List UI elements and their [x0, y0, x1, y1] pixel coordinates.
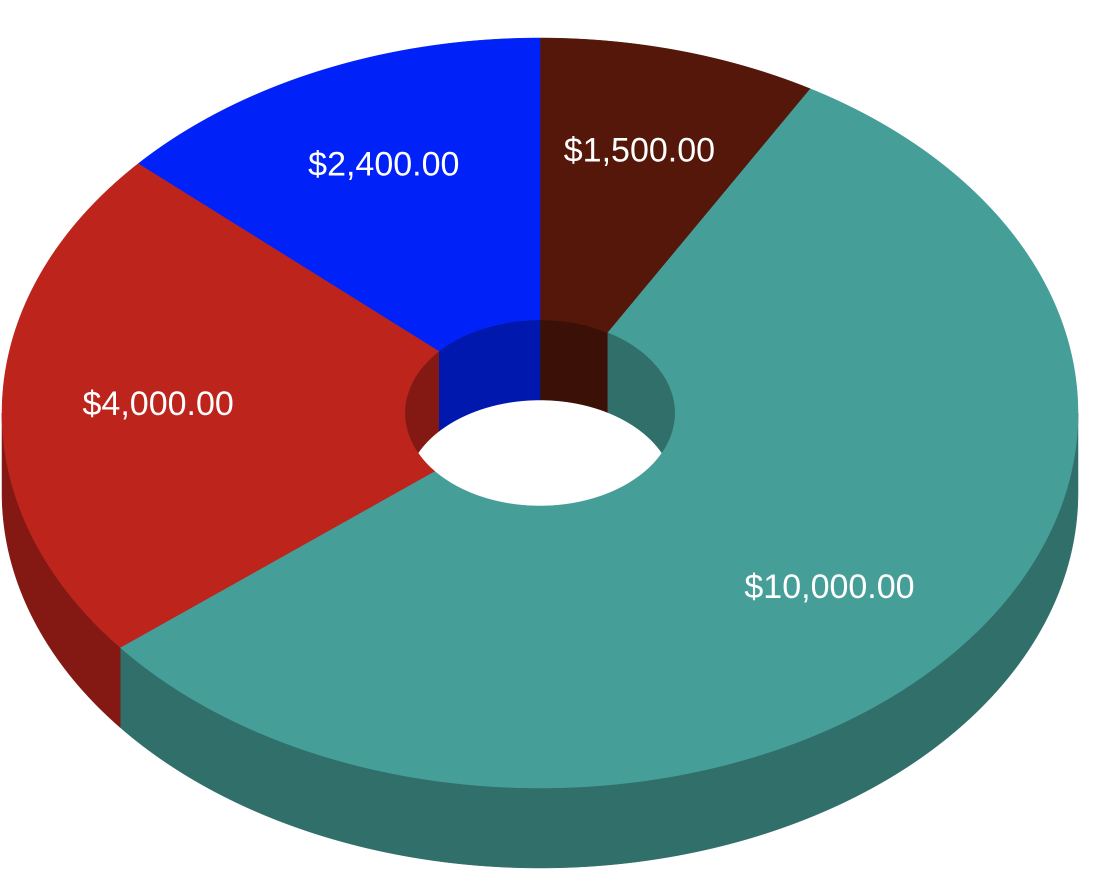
inner-wall [539, 320, 609, 413]
data-label: $4,000.00 [83, 385, 234, 423]
inner-wall [439, 320, 541, 432]
labels: $1,500.00 $10,000.00 $4,000.00 $2,400.00 [83, 131, 915, 606]
inner-wall [607, 332, 675, 494]
data-label: $1,500.00 [564, 131, 715, 169]
slices [1, 37, 1079, 789]
data-label: $10,000.00 [744, 568, 914, 606]
data-label: $2,400.00 [308, 146, 459, 184]
